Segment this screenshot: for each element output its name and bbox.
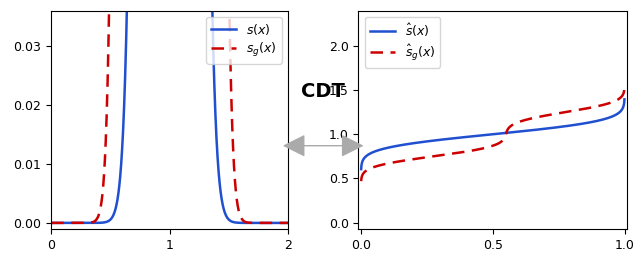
- $\hat{s}_g(x)$: [405, 158, 413, 161]
- $s_g(x)$: [242, 221, 250, 224]
- Legend: $\hat{s}(x)$, $\hat{s}_g(x)$: $\hat{s}(x)$, $\hat{s}_g(x)$: [365, 17, 440, 68]
- $\hat{s}_g(x)$: [554, 112, 561, 115]
- $s_g(x)$: [47, 221, 55, 225]
- $s(x)$: [224, 217, 232, 220]
- $\hat{s}(x)$: [554, 126, 561, 129]
- FancyArrowPatch shape: [284, 136, 362, 155]
- $\hat{s}_g(x)$: [621, 86, 628, 89]
- $s(x)$: [284, 221, 292, 225]
- $\hat{s}_g(x)$: [357, 180, 365, 183]
- $\hat{s}_g(x)$: [574, 108, 582, 112]
- $s(x)$: [90, 221, 98, 225]
- $\hat{s}(x)$: [574, 123, 582, 126]
- $\hat{s}(x)$: [529, 129, 536, 132]
- $\hat{s}_g(x)$: [515, 120, 523, 123]
- Line: $\hat{s}(x)$: $\hat{s}(x)$: [361, 99, 625, 169]
- $\hat{s}(x)$: [458, 136, 465, 139]
- Line: $s(x)$: $s(x)$: [51, 0, 288, 223]
- $\hat{s}(x)$: [515, 130, 523, 133]
- $s_g(x)$: [90, 220, 98, 223]
- $\hat{s}_g(x)$: [458, 151, 465, 154]
- Text: CDT: CDT: [301, 82, 345, 101]
- $s(x)$: [242, 221, 250, 225]
- $\hat{s}(x)$: [621, 98, 628, 101]
- $\hat{s}_g(x)$: [529, 117, 536, 120]
- $s_g(x)$: [284, 221, 292, 225]
- Line: $\hat{s}_g(x)$: $\hat{s}_g(x)$: [361, 88, 625, 181]
- Line: $s_g(x)$: $s_g(x)$: [51, 0, 288, 223]
- $\hat{s}(x)$: [405, 142, 413, 145]
- Legend: $s(x)$, $s_g(x)$: $s(x)$, $s_g(x)$: [206, 17, 282, 64]
- $s(x)$: [47, 221, 55, 225]
- $\hat{s}(x)$: [357, 168, 365, 171]
